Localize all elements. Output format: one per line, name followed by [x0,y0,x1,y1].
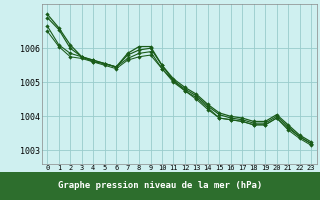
Text: Graphe pression niveau de la mer (hPa): Graphe pression niveau de la mer (hPa) [58,182,262,190]
X-axis label: Graphe pression niveau de la mer (hPa): Graphe pression niveau de la mer (hPa) [77,177,281,186]
